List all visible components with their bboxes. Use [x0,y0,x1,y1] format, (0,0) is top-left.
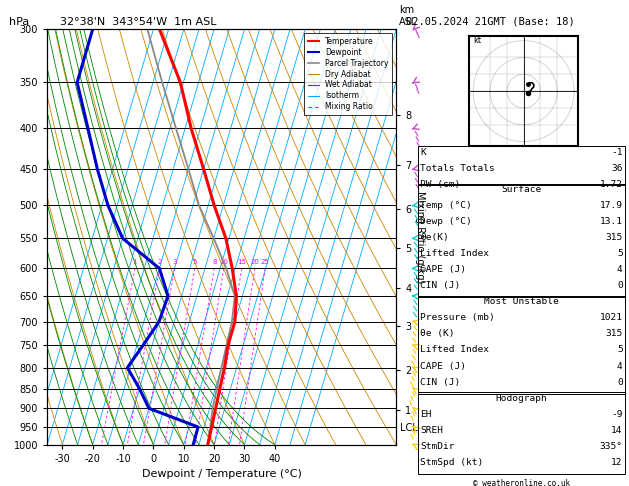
Text: km
ASL: km ASL [399,5,418,27]
Text: hPa: hPa [9,17,30,27]
Text: CAPE (J): CAPE (J) [420,362,466,370]
Text: Temp (°C): Temp (°C) [420,201,472,210]
Text: 2: 2 [157,259,162,265]
Text: 8: 8 [212,259,216,265]
Text: LCL: LCL [400,423,418,433]
Text: 20: 20 [250,259,259,265]
X-axis label: Dewpoint / Temperature (°C): Dewpoint / Temperature (°C) [142,469,302,479]
Text: 25: 25 [261,259,270,265]
Text: K: K [420,148,426,157]
Text: Pressure (mb): Pressure (mb) [420,313,495,322]
Text: 4: 4 [617,362,623,370]
Text: 32°38'N  343°54'W  1m ASL: 32°38'N 343°54'W 1m ASL [60,17,216,27]
Text: CIN (J): CIN (J) [420,281,460,290]
Text: CAPE (J): CAPE (J) [420,265,466,274]
Text: -1: -1 [611,148,623,157]
Text: Totals Totals: Totals Totals [420,164,495,174]
Text: 1021: 1021 [599,313,623,322]
Text: CIN (J): CIN (J) [420,378,460,386]
Text: 02.05.2024 21GMT (Base: 18): 02.05.2024 21GMT (Base: 18) [406,17,574,27]
Text: 14: 14 [611,426,623,434]
Text: 5: 5 [617,249,623,258]
Text: kt: kt [473,36,481,45]
Text: Dewp (°C): Dewp (°C) [420,217,472,226]
Text: 0: 0 [617,281,623,290]
Text: EH: EH [420,410,431,418]
Text: 335°: 335° [599,442,623,451]
Text: 10: 10 [220,259,228,265]
Text: 5: 5 [192,259,197,265]
Text: 4: 4 [617,265,623,274]
Text: StmSpd (kt): StmSpd (kt) [420,458,484,467]
Text: Hodograph: Hodograph [496,394,547,402]
Text: 15: 15 [237,259,246,265]
Text: Lifted Index: Lifted Index [420,249,489,258]
Text: © weatheronline.co.uk: © weatheronline.co.uk [473,479,570,486]
Text: 12: 12 [611,458,623,467]
Text: 5: 5 [617,346,623,354]
Text: 315: 315 [606,330,623,338]
Legend: Temperature, Dewpoint, Parcel Trajectory, Dry Adiabat, Wet Adiabat, Isotherm, Mi: Temperature, Dewpoint, Parcel Trajectory… [304,33,392,115]
Text: 13.1: 13.1 [599,217,623,226]
Y-axis label: Mixing Ratio (g/kg): Mixing Ratio (g/kg) [415,191,425,283]
Text: 36: 36 [611,164,623,174]
Text: PW (cm): PW (cm) [420,180,460,190]
Text: 315: 315 [606,233,623,242]
Text: 1.72: 1.72 [599,180,623,190]
Text: 1: 1 [133,259,137,265]
Text: θe (K): θe (K) [420,330,455,338]
Text: -9: -9 [611,410,623,418]
Text: Surface: Surface [501,185,542,194]
Text: 0: 0 [617,378,623,386]
Text: Most Unstable: Most Unstable [484,297,559,306]
Text: 17.9: 17.9 [599,201,623,210]
Text: Lifted Index: Lifted Index [420,346,489,354]
Text: θe(K): θe(K) [420,233,449,242]
Text: 3: 3 [172,259,177,265]
Text: SREH: SREH [420,426,443,434]
Text: StmDir: StmDir [420,442,455,451]
